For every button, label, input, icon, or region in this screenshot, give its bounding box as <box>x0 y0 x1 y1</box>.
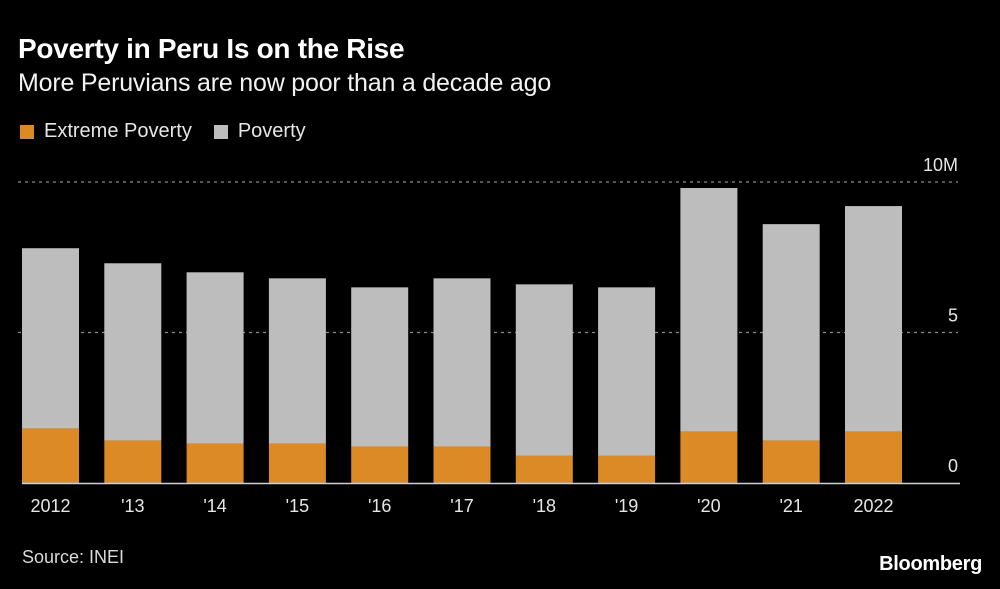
x-tick-label-9: '21 <box>779 496 802 516</box>
bars <box>22 188 902 483</box>
bar-extreme-poverty-8 <box>680 431 738 483</box>
axes: 0 5 10M 2012 '13 '14 '15 '16 '17 '18 '19 '20 '21 2022 <box>22 155 960 516</box>
x-tick-label-4: '16 <box>368 496 391 516</box>
bar-poverty-3 <box>268 278 326 444</box>
bar-extreme-poverty-7 <box>598 455 656 483</box>
bar-extreme-poverty-5 <box>433 446 491 483</box>
legend-label-poverty: Poverty <box>237 120 306 142</box>
legend: Extreme Poverty Poverty <box>20 120 328 143</box>
legend-swatch-poverty <box>213 124 228 139</box>
bar-poverty-1 <box>104 263 162 441</box>
bloomberg-logo: Bloomberg <box>879 553 982 575</box>
x-tick-label-2: '14 <box>203 496 226 516</box>
legend-label-extreme-poverty: Extreme Poverty <box>44 120 192 142</box>
bar-extreme-poverty-3 <box>268 443 326 483</box>
x-tick-label-8: '20 <box>697 496 720 516</box>
bar-poverty-4 <box>351 287 409 447</box>
x-tick-label-7: '19 <box>615 496 638 516</box>
bar-extreme-poverty-10 <box>845 431 902 483</box>
legend-swatch-extreme-poverty <box>20 124 34 139</box>
x-tick-label-5: '17 <box>450 496 473 516</box>
bar-poverty-6 <box>515 284 573 456</box>
bar-poverty-0 <box>22 248 79 429</box>
x-tick-label-10: 2022 <box>853 496 893 516</box>
bar-extreme-poverty-4 <box>351 446 409 483</box>
bar-extreme-poverty-0 <box>22 428 79 483</box>
y-tick-label-0: 0 <box>948 456 958 476</box>
x-tick-label-1: '13 <box>121 496 144 516</box>
bar-extreme-poverty-1 <box>104 440 162 483</box>
bar-poverty-2 <box>186 272 244 444</box>
bar-extreme-poverty-2 <box>186 443 244 483</box>
y-tick-label-10: 10M <box>923 155 958 175</box>
legend-item-poverty: Poverty <box>213 120 306 143</box>
bar-extreme-poverty-6 <box>515 455 573 483</box>
bar-poverty-9 <box>762 224 820 441</box>
x-tick-label-6: '18 <box>533 496 556 516</box>
source-note: Source: INEI <box>22 547 125 567</box>
y-tick-label-5: 5 <box>948 306 958 326</box>
bar-poverty-10 <box>845 206 902 432</box>
x-tick-label-0: 2012 <box>30 496 70 516</box>
chart-subtitle: More Peruvians are now poor than a decad… <box>18 69 552 97</box>
bar-poverty-8 <box>680 188 738 432</box>
chart-title: Poverty in Peru Is on the Rise <box>18 33 405 64</box>
legend-item-extreme-poverty: Extreme Poverty <box>20 120 192 143</box>
x-tick-label-3: '15 <box>286 496 309 516</box>
bar-poverty-5 <box>433 278 491 447</box>
bar-poverty-7 <box>598 287 656 456</box>
bar-extreme-poverty-9 <box>762 440 820 483</box>
